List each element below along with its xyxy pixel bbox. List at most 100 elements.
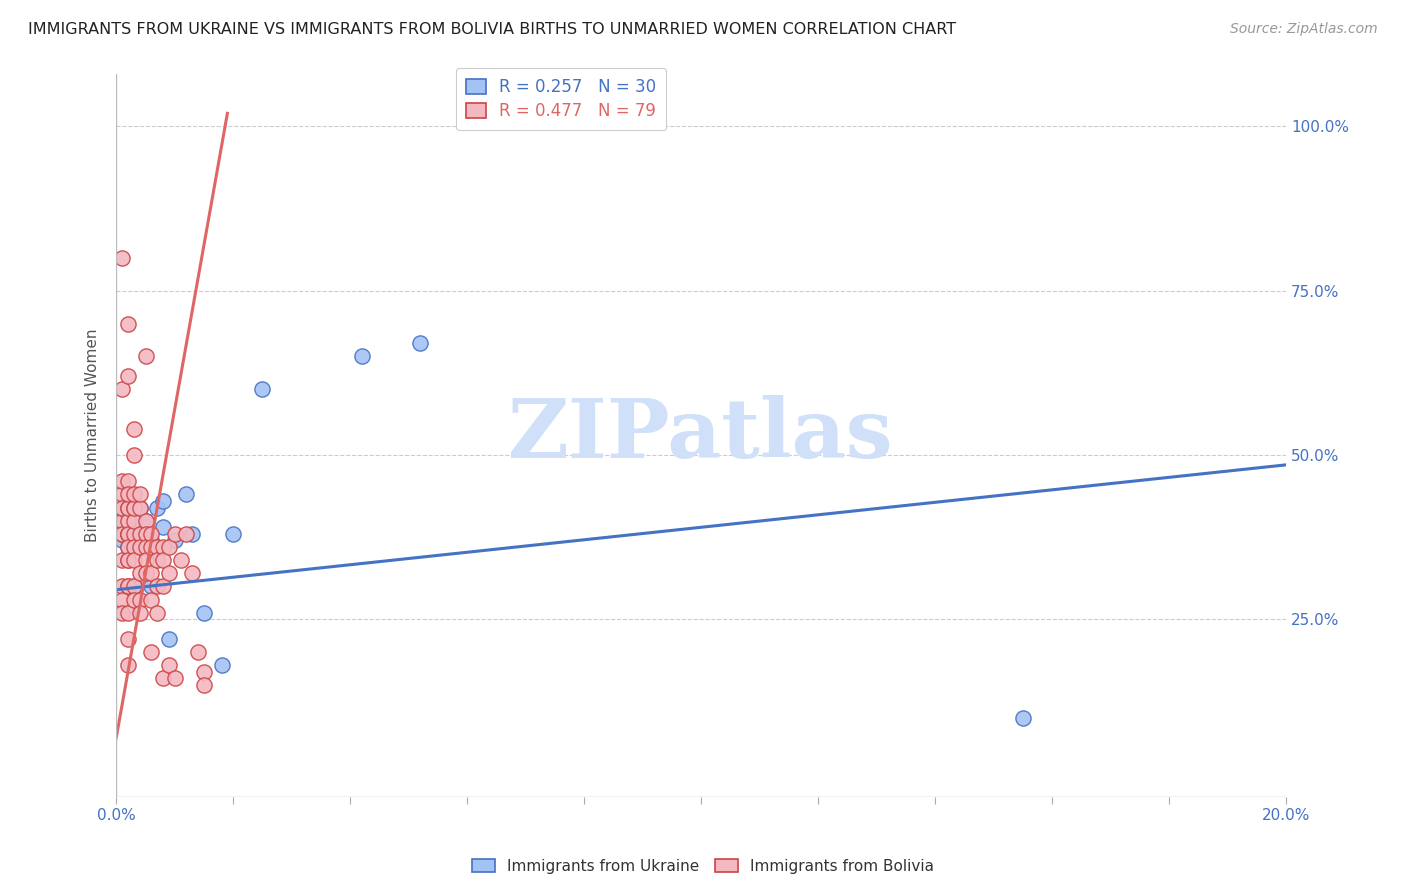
Point	[122, 422, 145, 436]
Point	[128, 500, 150, 515]
Point	[122, 592, 145, 607]
Point	[117, 526, 139, 541]
Point	[141, 579, 163, 593]
Point	[111, 526, 134, 541]
Point	[152, 579, 174, 593]
Point	[181, 526, 204, 541]
Point	[193, 606, 215, 620]
Point	[134, 566, 156, 581]
Point	[122, 500, 145, 515]
Point	[111, 500, 134, 515]
Text: ZIPatlas: ZIPatlas	[509, 395, 894, 475]
Point	[134, 540, 156, 554]
Point	[134, 553, 156, 567]
Legend: Immigrants from Ukraine, Immigrants from Bolivia: Immigrants from Ukraine, Immigrants from…	[465, 853, 941, 880]
Point	[141, 533, 163, 548]
Point	[117, 317, 139, 331]
Point	[152, 672, 174, 686]
Point	[252, 382, 274, 396]
Point	[117, 500, 139, 515]
Point	[128, 526, 150, 541]
Point	[134, 350, 156, 364]
Point	[111, 533, 134, 548]
Point	[141, 645, 163, 659]
Point	[146, 606, 169, 620]
Y-axis label: Births to Unmarried Women: Births to Unmarried Women	[86, 328, 100, 542]
Point	[117, 540, 139, 554]
Point	[134, 514, 156, 528]
Point	[117, 658, 139, 673]
Point	[152, 494, 174, 508]
Point	[111, 526, 134, 541]
Point	[146, 579, 169, 593]
Point	[128, 526, 150, 541]
Point	[117, 632, 139, 646]
Point	[117, 487, 139, 501]
Point	[117, 514, 139, 528]
Point	[128, 487, 150, 501]
Point	[146, 553, 169, 567]
Point	[111, 382, 134, 396]
Point	[122, 487, 145, 501]
Point	[122, 500, 145, 515]
Point	[117, 540, 139, 554]
Point	[111, 487, 134, 501]
Point	[350, 350, 373, 364]
Point	[128, 566, 150, 581]
Point	[111, 514, 134, 528]
Point	[163, 526, 186, 541]
Point	[122, 553, 145, 567]
Point	[211, 658, 233, 673]
Point	[163, 672, 186, 686]
Point	[157, 632, 180, 646]
Point	[117, 579, 139, 593]
Point	[122, 579, 145, 593]
Point	[117, 475, 139, 489]
Point	[152, 520, 174, 534]
Point	[111, 475, 134, 489]
Point	[128, 592, 150, 607]
Point	[141, 526, 163, 541]
Point	[169, 553, 191, 567]
Point	[117, 526, 139, 541]
Point	[134, 540, 156, 554]
Point	[117, 553, 139, 567]
Point	[141, 566, 163, 581]
Point	[176, 487, 198, 501]
Point	[134, 526, 156, 541]
Point	[122, 514, 145, 528]
Point	[163, 533, 186, 548]
Point	[117, 526, 139, 541]
Point	[117, 514, 139, 528]
Point	[117, 553, 139, 567]
Point	[128, 500, 150, 515]
Point	[141, 540, 163, 554]
Point	[111, 579, 134, 593]
Point	[111, 251, 134, 265]
Point	[111, 514, 134, 528]
Point	[1011, 711, 1033, 725]
Point	[157, 540, 180, 554]
Legend: R = 0.257   N = 30, R = 0.477   N = 79: R = 0.257 N = 30, R = 0.477 N = 79	[456, 68, 666, 130]
Point	[111, 606, 134, 620]
Point	[111, 592, 134, 607]
Point	[193, 678, 215, 692]
Point	[128, 540, 150, 554]
Point	[117, 606, 139, 620]
Point	[122, 540, 145, 554]
Point	[176, 526, 198, 541]
Point	[122, 448, 145, 462]
Point	[122, 579, 145, 593]
Point	[111, 553, 134, 567]
Point	[117, 579, 139, 593]
Point	[152, 553, 174, 567]
Point	[117, 369, 139, 384]
Point	[181, 566, 204, 581]
Point	[111, 500, 134, 515]
Point	[146, 500, 169, 515]
Point	[117, 500, 139, 515]
Text: Source: ZipAtlas.com: Source: ZipAtlas.com	[1230, 22, 1378, 37]
Point	[409, 336, 432, 351]
Point	[141, 592, 163, 607]
Point	[122, 526, 145, 541]
